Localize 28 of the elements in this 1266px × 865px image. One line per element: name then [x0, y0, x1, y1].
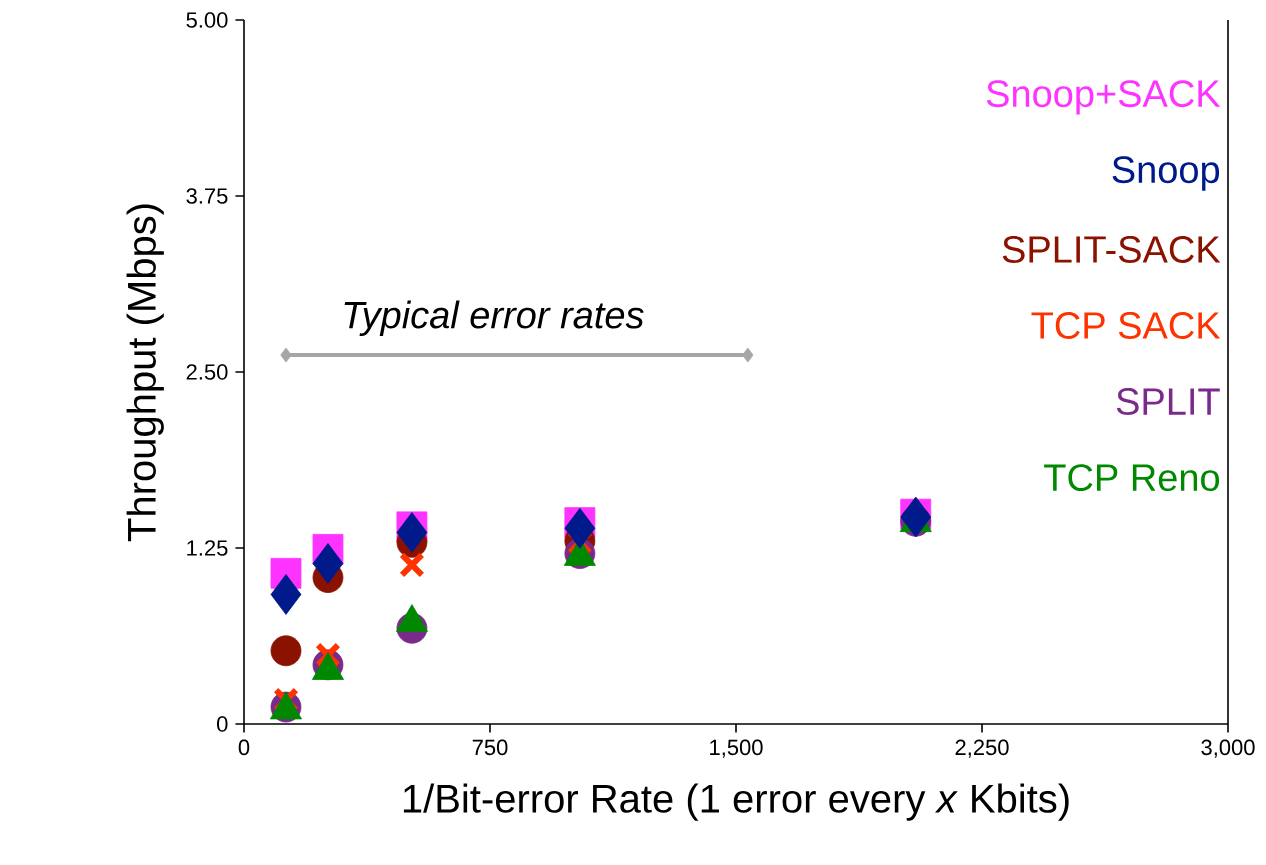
- y-tick-label: 0: [217, 716, 228, 732]
- x-tick-label: 0: [238, 739, 250, 756]
- point: [312, 543, 344, 584]
- x-tick-label: 1,500: [710, 739, 763, 758]
- text: TCP Reno: [1044, 464, 1220, 492]
- x-tick-label: 750: [472, 739, 508, 756]
- text: SPLIT: [1116, 388, 1220, 416]
- point: [399, 551, 425, 578]
- y-tick-label: 3.75: [186, 188, 228, 204]
- x-axis-title: 1/Bit-error Rate (1 error every x Kbits): [403, 783, 1069, 821]
- point: [900, 496, 932, 538]
- y-tick-label: 5.00: [186, 12, 228, 28]
- y-tick-label: 1.25: [187, 540, 228, 556]
- y-axis-title: Throughput (Mbps): [126, 204, 164, 542]
- text: Snoop+SACK: [986, 80, 1221, 115]
- point: [742, 347, 754, 363]
- y-tick-label: 2.50: [186, 364, 228, 380]
- text: Snoop: [1112, 156, 1220, 191]
- point: [564, 507, 596, 549]
- annotation: Typical error rates: [344, 300, 644, 337]
- x-tick-label: 3,000: [1201, 739, 1255, 758]
- point: [270, 635, 302, 667]
- text: TCP SACK: [1031, 312, 1221, 339]
- point: [280, 347, 292, 363]
- point: [270, 574, 302, 615]
- text: SPLIT-SACK: [1002, 236, 1221, 263]
- point: [396, 512, 428, 553]
- x-tick-label: 2,250: [955, 739, 1009, 758]
